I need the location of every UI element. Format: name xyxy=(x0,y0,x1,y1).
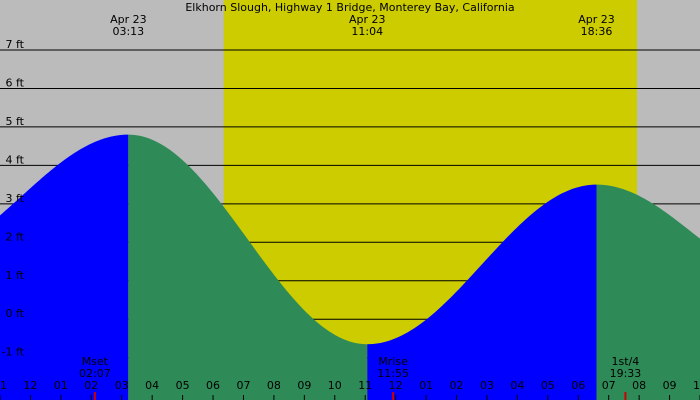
chart-title: Elkhorn Slough, Highway 1 Bridge, Monter… xyxy=(185,1,514,14)
x-tick-label: 06 xyxy=(571,379,585,392)
x-tick-label: 02 xyxy=(84,379,98,392)
x-tick-label: 04 xyxy=(510,379,524,392)
x-tick-label: 07 xyxy=(236,379,250,392)
falling-tide-area xyxy=(128,134,368,400)
extreme-date-label: Apr 23 xyxy=(110,13,147,26)
x-tick-label: 09 xyxy=(663,379,677,392)
x-tick-label: 08 xyxy=(267,379,281,392)
x-tick-label: 11 xyxy=(0,379,7,392)
x-tick-label: 03 xyxy=(480,379,494,392)
x-tick-label: 08 xyxy=(632,379,646,392)
x-axis: 11 12 01 02 03 04 05 06 07 08 09 10 11 12 01 02 03 04 05 06… xyxy=(0,379,700,400)
tide-areas xyxy=(0,134,700,400)
extreme-time-label: 18:36 xyxy=(581,25,613,38)
x-tick-label: 12 xyxy=(389,379,403,392)
x-tick-label: 06 xyxy=(206,379,220,392)
rising-tide-area xyxy=(367,184,597,400)
x-tick-label: 09 xyxy=(297,379,311,392)
x-tick-label: 07 xyxy=(602,379,616,392)
moon-event-time: 19:33 xyxy=(610,367,642,380)
x-tick-label: 02 xyxy=(450,379,464,392)
x-tick-label: 10 xyxy=(328,379,342,392)
x-tick-label: 04 xyxy=(145,379,159,392)
y-tick-label: 6 ft xyxy=(6,76,25,89)
y-tick-label: -1 ft xyxy=(2,346,25,359)
x-tick-label: 10 xyxy=(693,379,700,392)
moon-event-label: Mrise xyxy=(378,355,408,368)
extreme-time-label: 11:04 xyxy=(351,25,383,38)
x-tick-label: 05 xyxy=(176,379,190,392)
rising-tide-area xyxy=(0,134,129,400)
y-axis-labels: -1 ft 0 ft 1 ft 2 ft 3 ft 4 ft 5 ft 6 ft 7 ft xyxy=(2,38,25,359)
y-tick-label: 7 ft xyxy=(6,38,25,51)
x-tick-label: 11 xyxy=(358,379,372,392)
y-tick-label: 3 ft xyxy=(6,192,25,205)
extreme-time-label: 03:13 xyxy=(112,25,144,38)
y-tick-label: 4 ft xyxy=(6,153,25,166)
x-tick-label: 03 xyxy=(115,379,129,392)
moon-event-label: 1st/4 xyxy=(612,355,640,368)
y-tick-label: 2 ft xyxy=(6,230,25,243)
extreme-date-label: Apr 23 xyxy=(349,13,386,26)
moon-event-label: Mset xyxy=(82,355,109,368)
y-tick-label: 0 ft xyxy=(6,307,25,320)
x-tick-label: 05 xyxy=(541,379,555,392)
y-tick-label: 1 ft xyxy=(6,269,25,282)
moon-event-time: 02:07 xyxy=(79,367,111,380)
x-tick-label: 12 xyxy=(23,379,37,392)
moon-event-time: 11:55 xyxy=(377,367,409,380)
x-tick-label: 01 xyxy=(419,379,433,392)
x-tick-label: 01 xyxy=(54,379,68,392)
extreme-date-label: Apr 23 xyxy=(578,13,615,26)
y-tick-label: 5 ft xyxy=(6,115,25,128)
falling-tide-area xyxy=(596,184,700,400)
